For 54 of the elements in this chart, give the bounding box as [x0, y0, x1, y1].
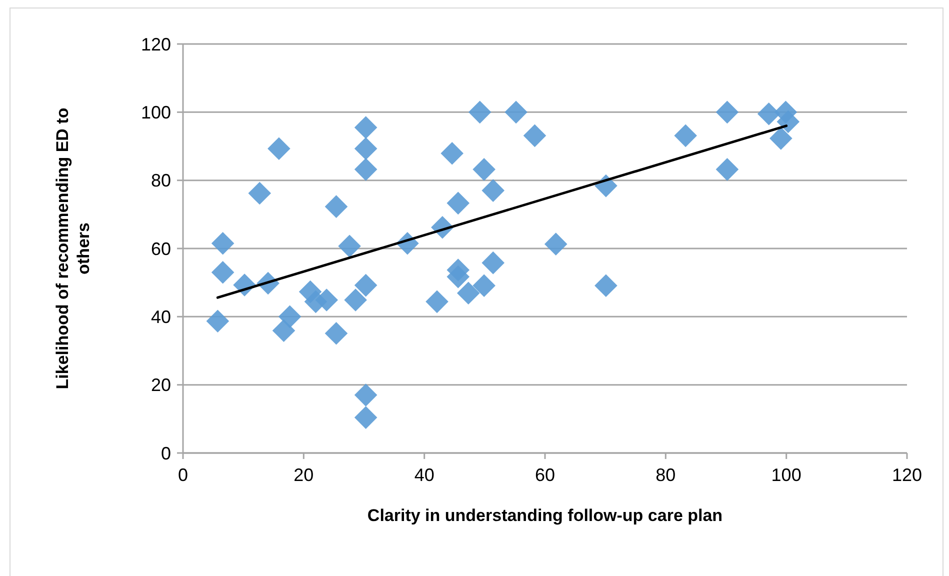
point	[770, 127, 792, 150]
x-tick-label: 60	[534, 465, 556, 485]
point	[446, 192, 470, 215]
y-tick-label: 80	[150, 170, 171, 191]
point	[354, 274, 378, 297]
point	[674, 124, 697, 148]
point	[456, 282, 480, 305]
point	[354, 384, 378, 406]
x-tick-label: 0	[178, 465, 188, 485]
point	[211, 232, 234, 255]
point	[776, 110, 800, 134]
y-tick-label: 120	[140, 34, 171, 54]
y-tick-label: 60	[150, 238, 171, 259]
point	[472, 158, 496, 181]
x-tick-label: 100	[771, 465, 802, 485]
x-axis-title: Clarity in understanding follow-up care plan	[367, 506, 723, 525]
point	[278, 305, 302, 328]
point	[354, 137, 378, 160]
point	[206, 310, 230, 332]
point	[268, 137, 290, 160]
point	[354, 158, 378, 181]
point	[716, 100, 739, 124]
point	[338, 234, 361, 258]
point	[440, 142, 464, 165]
x-tick-label: 40	[414, 465, 434, 485]
y-tick-label: 20	[150, 375, 171, 396]
point	[354, 406, 378, 429]
point	[446, 265, 470, 288]
point	[468, 100, 492, 124]
point	[757, 102, 780, 126]
point	[523, 124, 546, 148]
point	[354, 116, 378, 139]
point	[324, 195, 348, 218]
point	[272, 319, 296, 342]
point	[482, 251, 505, 274]
point	[315, 288, 338, 312]
y-tick-label: 100	[140, 102, 171, 122]
y-axis-title: Likelihood of recommending ED to others	[52, 108, 94, 390]
point	[544, 232, 568, 256]
point	[504, 100, 528, 124]
point	[211, 260, 234, 284]
point	[426, 290, 448, 314]
point	[594, 274, 618, 298]
x-tick-label: 80	[656, 465, 676, 485]
y-tick-label: 40	[150, 306, 171, 327]
point	[344, 288, 367, 312]
point	[248, 182, 272, 205]
y-tick-label: 0	[160, 443, 171, 464]
point	[482, 179, 505, 202]
point	[472, 274, 496, 298]
x-tick-label: 20	[294, 465, 314, 485]
point	[324, 322, 348, 345]
point	[716, 158, 739, 181]
x-tick-label: 120	[892, 465, 922, 485]
